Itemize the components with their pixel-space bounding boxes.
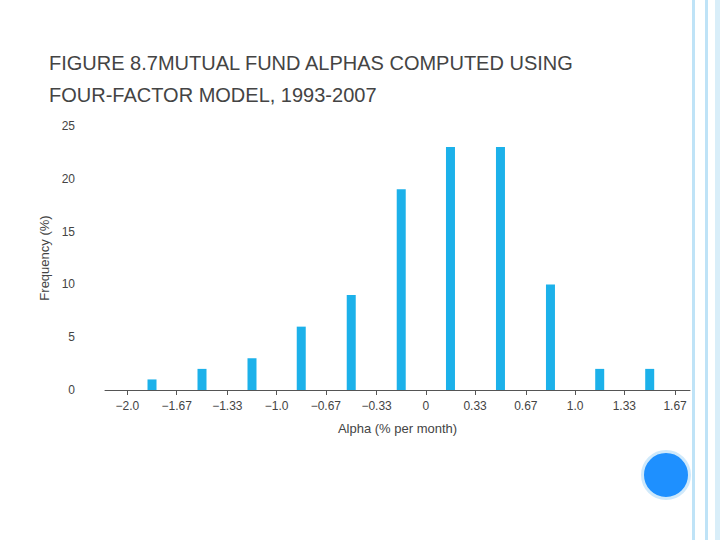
svg-text:1.0: 1.0 bbox=[567, 399, 584, 413]
svg-text:−1.67: −1.67 bbox=[161, 399, 192, 413]
svg-text:0: 0 bbox=[423, 399, 430, 413]
svg-text:0.33: 0.33 bbox=[463, 399, 487, 413]
svg-text:10: 10 bbox=[62, 277, 76, 291]
svg-text:−0.67: −0.67 bbox=[311, 399, 342, 413]
svg-text:0: 0 bbox=[68, 383, 75, 397]
svg-text:FIGURE 8.7MUTUAL FUND ALPHAS C: FIGURE 8.7MUTUAL FUND ALPHAS COMPUTED US… bbox=[49, 52, 578, 74]
svg-text:Alpha (% per month): Alpha (% per month) bbox=[338, 421, 457, 436]
svg-text:−2.0: −2.0 bbox=[116, 399, 140, 413]
svg-text:Frequency (%): Frequency (%) bbox=[37, 215, 52, 300]
svg-text:−1.33: −1.33 bbox=[212, 399, 243, 413]
svg-text:20: 20 bbox=[62, 172, 76, 186]
svg-text:1.67: 1.67 bbox=[663, 399, 687, 413]
svg-text:FOUR-FACTOR MODEL, 1993-2007: FOUR-FACTOR MODEL, 1993-2007 bbox=[49, 84, 377, 106]
svg-text:−0.33: −0.33 bbox=[361, 399, 392, 413]
svg-text:−1.0: −1.0 bbox=[265, 399, 289, 413]
svg-text:5: 5 bbox=[68, 330, 75, 344]
svg-text:15: 15 bbox=[62, 225, 76, 239]
svg-text:0.67: 0.67 bbox=[514, 399, 538, 413]
svg-text:1.33: 1.33 bbox=[613, 399, 637, 413]
svg-text:25: 25 bbox=[62, 119, 76, 133]
